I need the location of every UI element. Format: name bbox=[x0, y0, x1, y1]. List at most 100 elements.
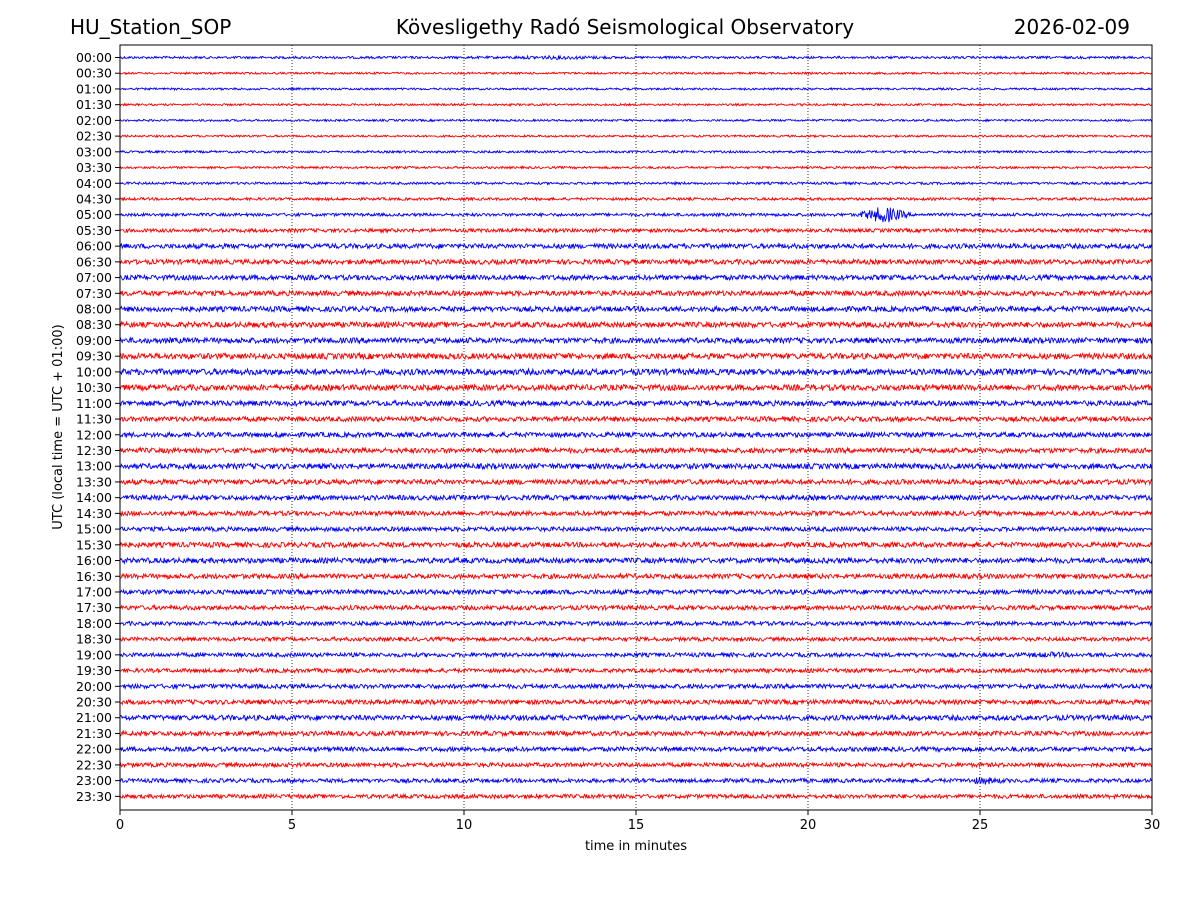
x-tick-label: 0 bbox=[116, 818, 124, 833]
y-tick-label: 05:30 bbox=[76, 223, 112, 238]
trace-0300 bbox=[119, 149, 1153, 155]
trace-1430 bbox=[119, 509, 1153, 518]
y-tick-label: 12:00 bbox=[76, 427, 112, 442]
y-tick-label: 06:30 bbox=[76, 254, 112, 269]
y-tick-label: 15:30 bbox=[76, 537, 112, 552]
trace-0700 bbox=[119, 273, 1153, 282]
trace-1330 bbox=[119, 477, 1153, 487]
trace-2030 bbox=[119, 698, 1153, 707]
y-tick-label: 03:30 bbox=[76, 160, 112, 175]
trace-0330 bbox=[119, 165, 1153, 171]
trace-1930 bbox=[119, 666, 1153, 675]
trace-0500 bbox=[119, 207, 1153, 223]
trace-0800 bbox=[119, 304, 1153, 314]
trace-0230 bbox=[119, 133, 1153, 139]
y-tick-label: 18:00 bbox=[76, 616, 112, 631]
trace-2230 bbox=[119, 761, 1153, 769]
y-axis-label: UTC (local time = UTC + 01:00) bbox=[51, 324, 66, 529]
trace-0130 bbox=[119, 102, 1153, 107]
grid-lines bbox=[291, 45, 981, 810]
x-axis-label: time in minutes bbox=[585, 839, 687, 854]
trace-1530 bbox=[119, 540, 1153, 549]
trace-0730 bbox=[119, 289, 1153, 298]
y-tick-label: 09:00 bbox=[76, 333, 112, 348]
y-tick-label: 23:00 bbox=[76, 773, 112, 788]
y-tick-label: 16:00 bbox=[76, 553, 112, 568]
y-tick-label: 02:30 bbox=[76, 129, 112, 144]
y-tick-label: 21:00 bbox=[76, 710, 112, 725]
y-tick-label: 03:00 bbox=[76, 144, 112, 159]
x-tick-label: 5 bbox=[288, 818, 296, 833]
trace-0600 bbox=[119, 242, 1153, 251]
y-tick-label: 17:30 bbox=[76, 600, 112, 615]
trace-1830 bbox=[119, 635, 1153, 643]
y-tick-label: 06:00 bbox=[76, 239, 112, 254]
y-tick-label: 11:30 bbox=[76, 412, 112, 427]
trace-1230 bbox=[119, 446, 1153, 455]
y-tick-label: 02:00 bbox=[76, 113, 112, 128]
y-tick-label: 22:00 bbox=[76, 742, 112, 757]
trace-2130 bbox=[119, 729, 1153, 738]
y-tick-label: 14:00 bbox=[76, 490, 112, 505]
trace-1030 bbox=[119, 383, 1153, 393]
y-axis: 00:0000:3001:0001:3002:0002:3003:0003:30… bbox=[76, 50, 120, 804]
y-tick-label: 07:00 bbox=[76, 270, 112, 285]
y-tick-label: 15:00 bbox=[76, 522, 112, 537]
trace-1130 bbox=[119, 415, 1153, 424]
trace-0430 bbox=[119, 196, 1153, 202]
trace-0400 bbox=[119, 180, 1153, 186]
y-tick-label: 19:30 bbox=[76, 663, 112, 678]
trace-0830 bbox=[119, 320, 1153, 330]
y-tick-label: 18:30 bbox=[76, 632, 112, 647]
trace-0630 bbox=[119, 257, 1153, 266]
y-tick-label: 21:30 bbox=[76, 726, 112, 741]
chart-date: 2026-02-09 bbox=[1013, 15, 1130, 39]
trace-0930 bbox=[119, 351, 1153, 361]
y-tick-label: 09:30 bbox=[76, 349, 112, 364]
y-tick-label: 04:30 bbox=[76, 191, 112, 206]
trace-0030 bbox=[119, 71, 1153, 76]
y-tick-label: 10:00 bbox=[76, 364, 112, 379]
y-tick-label: 13:30 bbox=[76, 474, 112, 489]
x-axis: 0 5 10 15 20 25 30 bbox=[116, 810, 1160, 833]
trace-1730 bbox=[119, 603, 1153, 612]
y-tick-label: 05:00 bbox=[76, 207, 112, 222]
trace-0530 bbox=[119, 226, 1153, 234]
trace-1100 bbox=[119, 399, 1153, 408]
trace-0100 bbox=[119, 86, 1153, 92]
trace-2100 bbox=[119, 713, 1153, 722]
y-tick-label: 01:30 bbox=[76, 97, 112, 112]
y-tick-label: 17:00 bbox=[76, 584, 112, 599]
trace-1500 bbox=[119, 525, 1153, 534]
y-tick-label: 10:30 bbox=[76, 380, 112, 395]
trace-1600 bbox=[119, 556, 1153, 565]
trace-1400 bbox=[119, 493, 1153, 502]
trace-1800 bbox=[119, 619, 1153, 628]
y-tick-label: 08:30 bbox=[76, 317, 112, 332]
y-tick-label: 13:00 bbox=[76, 459, 112, 474]
trace-group bbox=[119, 54, 1153, 801]
y-tick-label: 14:30 bbox=[76, 506, 112, 521]
chart-title: Kövesligethy Radó Seismological Observat… bbox=[395, 15, 855, 39]
x-tick-label: 30 bbox=[1144, 818, 1161, 833]
y-tick-label: 23:30 bbox=[76, 789, 112, 804]
y-tick-label: 11:00 bbox=[76, 396, 112, 411]
y-tick-label: 07:30 bbox=[76, 286, 112, 301]
trace-0000 bbox=[119, 54, 1153, 61]
x-tick-label: 15 bbox=[628, 818, 645, 833]
trace-1000 bbox=[119, 367, 1153, 377]
y-tick-label: 08:00 bbox=[76, 302, 112, 317]
trace-2300 bbox=[119, 776, 1153, 785]
y-tick-label: 12:30 bbox=[76, 443, 112, 458]
y-tick-label: 19:00 bbox=[76, 647, 112, 662]
x-tick-label: 10 bbox=[456, 818, 473, 833]
y-tick-label: 16:30 bbox=[76, 569, 112, 584]
station-name: HU_Station_SOP bbox=[70, 15, 232, 39]
y-tick-label: 20:00 bbox=[76, 679, 112, 694]
trace-1630 bbox=[119, 572, 1153, 581]
trace-1300 bbox=[119, 461, 1153, 471]
trace-1200 bbox=[119, 430, 1153, 439]
trace-0200 bbox=[119, 118, 1153, 123]
y-tick-label: 00:00 bbox=[76, 50, 112, 65]
